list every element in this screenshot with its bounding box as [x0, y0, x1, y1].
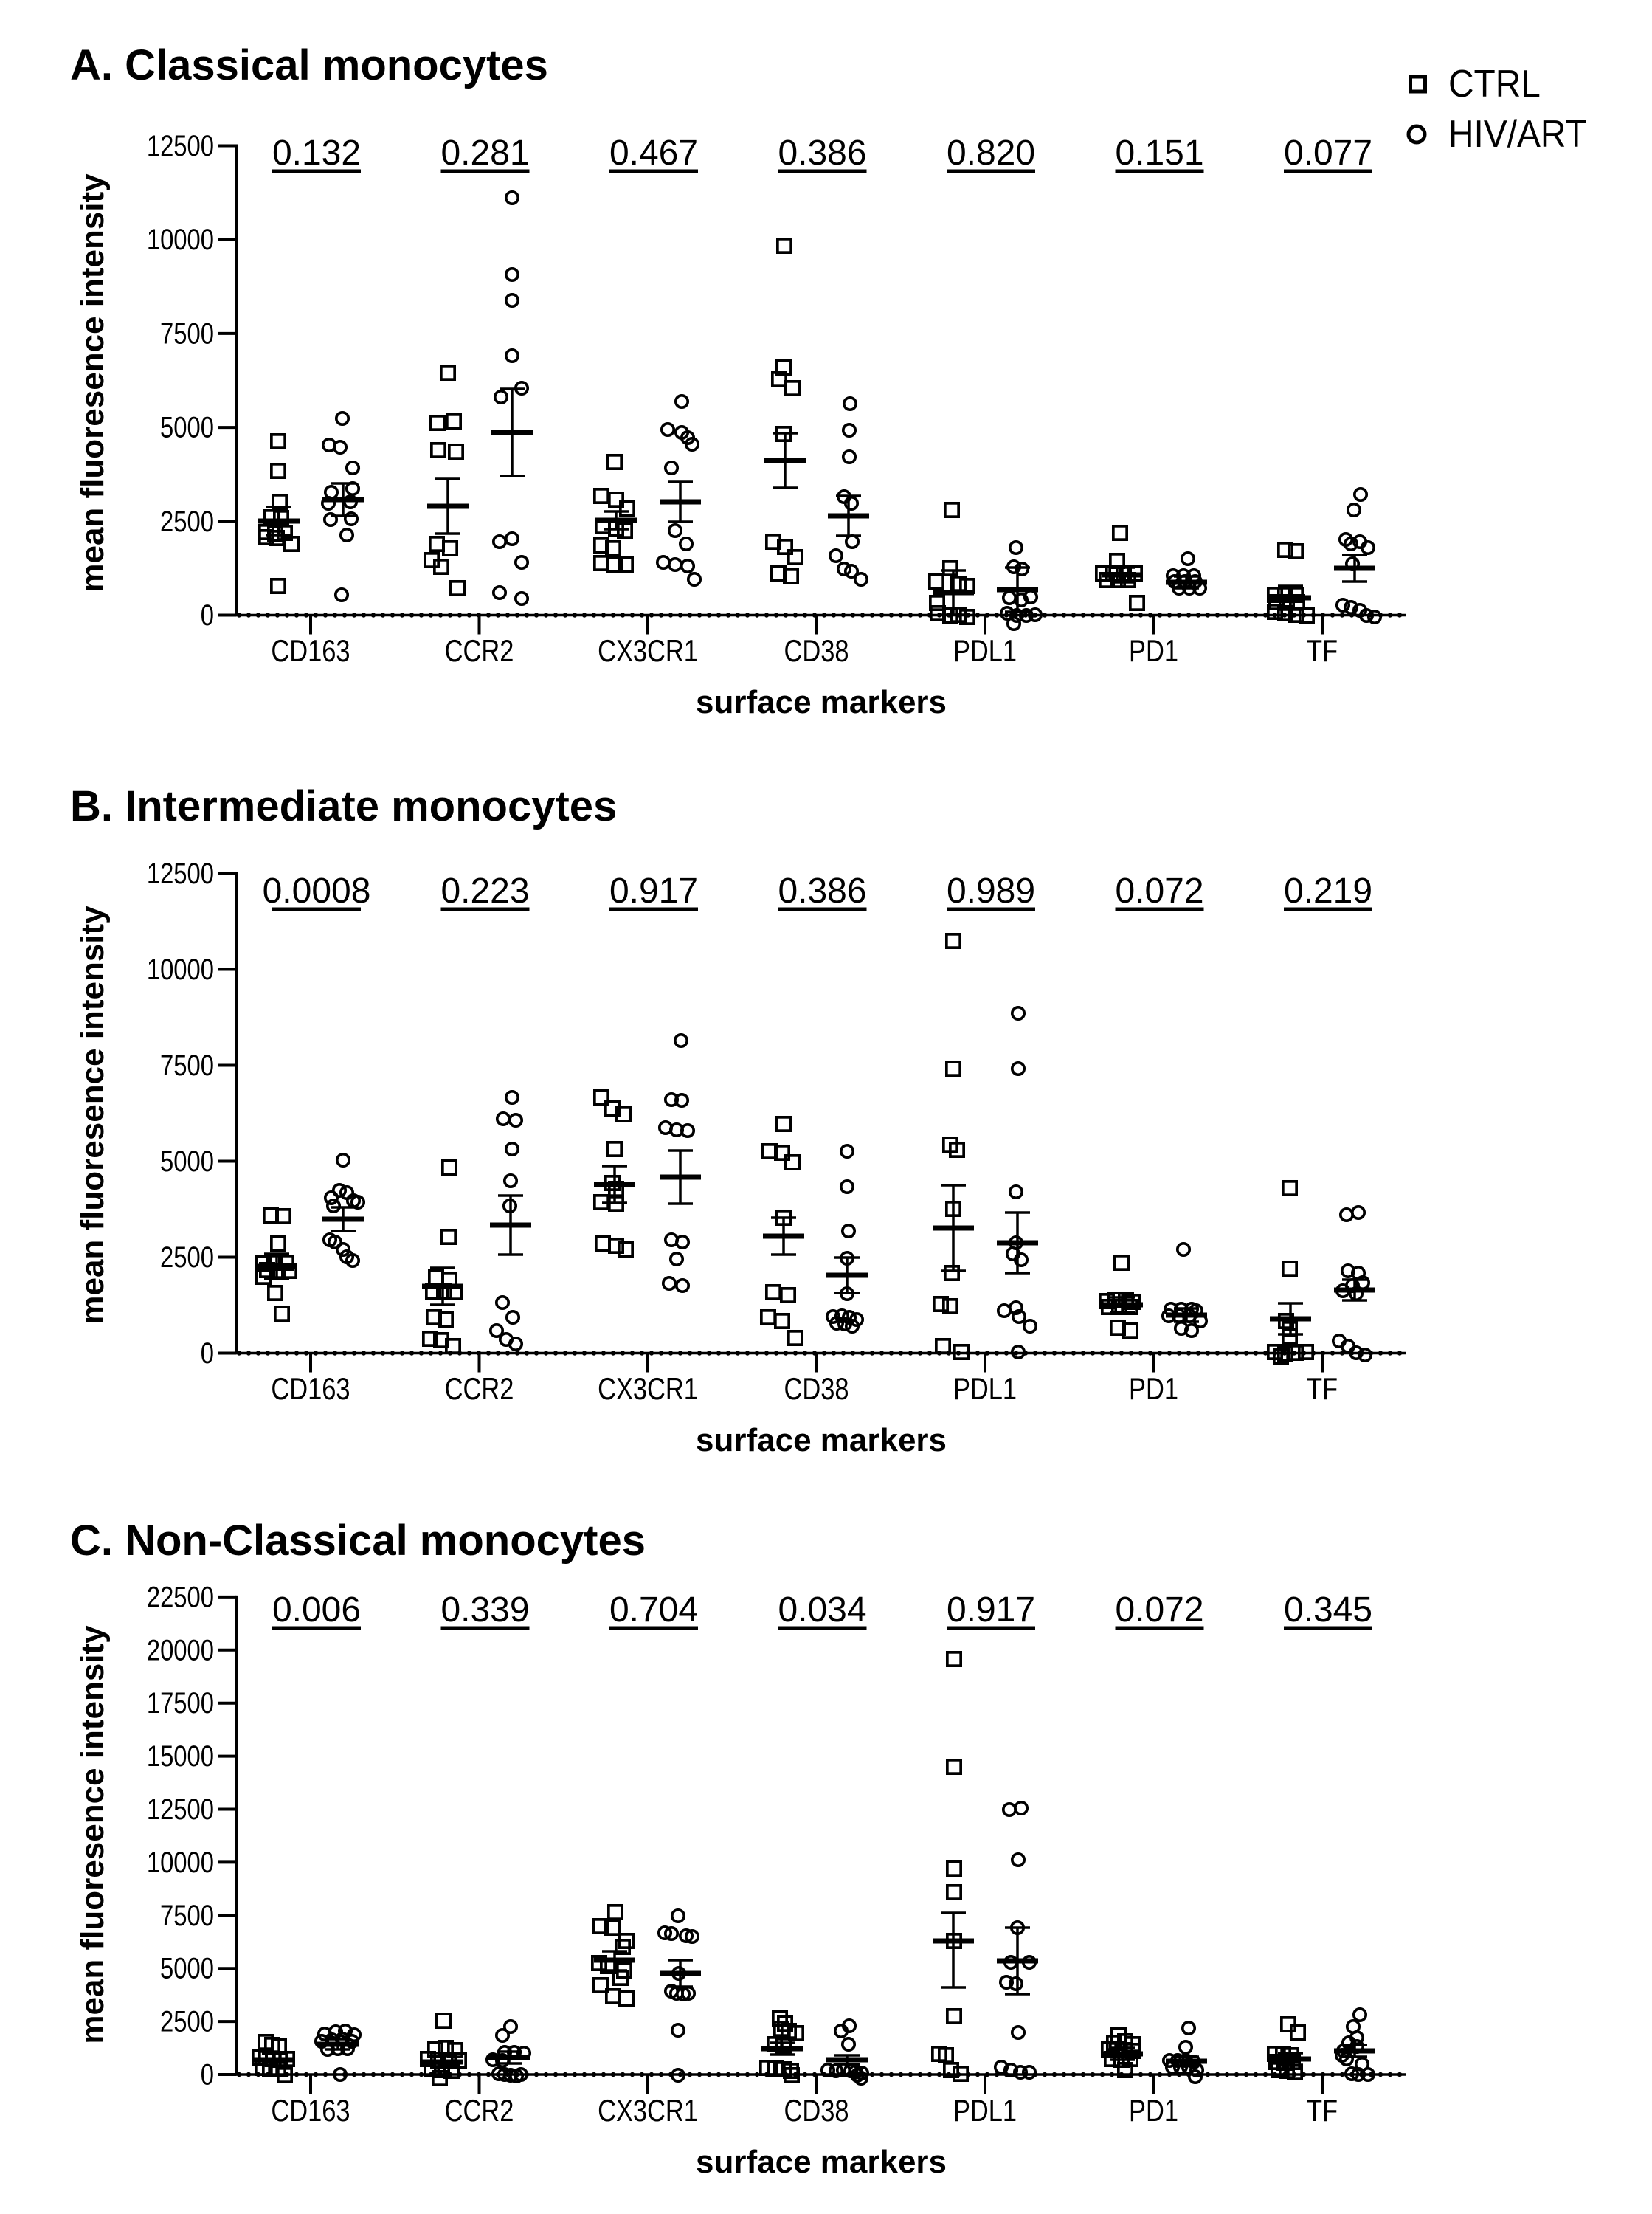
- svg-text:7500: 7500: [160, 1049, 214, 1082]
- svg-text:20000: 20000: [147, 1633, 214, 1666]
- svg-text:mean fluoresence intensity: mean fluoresence intensity: [75, 906, 111, 1325]
- svg-text:CD163: CD163: [271, 634, 350, 669]
- svg-text:0: 0: [201, 2058, 214, 2091]
- svg-text:7500: 7500: [160, 317, 214, 350]
- svg-text:surface markers: surface markers: [696, 2144, 947, 2180]
- svg-text:surface markers: surface markers: [696, 684, 947, 720]
- svg-text:mean fluoresence intensity: mean fluoresence intensity: [75, 1625, 111, 2044]
- svg-text:HIV/ART: HIV/ART: [1448, 112, 1587, 155]
- svg-text:CD163: CD163: [271, 1372, 350, 1407]
- svg-text:0.151: 0.151: [1115, 134, 1203, 173]
- svg-text:A. Classical monocytes: A. Classical monocytes: [70, 41, 548, 89]
- svg-text:TF: TF: [1307, 1372, 1338, 1407]
- svg-text:0.223: 0.223: [440, 872, 529, 911]
- svg-text:PD1: PD1: [1129, 634, 1178, 669]
- svg-text:PDL1: PDL1: [953, 2094, 1017, 2128]
- svg-text:CCR2: CCR2: [445, 1372, 514, 1407]
- svg-text:surface markers: surface markers: [696, 1422, 947, 1458]
- svg-text:5000: 5000: [160, 1145, 214, 1178]
- svg-text:0.467: 0.467: [609, 134, 698, 173]
- svg-text:0.917: 0.917: [947, 1590, 1035, 1630]
- svg-text:TF: TF: [1307, 634, 1338, 669]
- svg-text:0.820: 0.820: [947, 134, 1035, 173]
- svg-text:2500: 2500: [160, 1241, 214, 1274]
- svg-text:0.989: 0.989: [947, 872, 1035, 911]
- svg-text:CX3CR1: CX3CR1: [598, 1372, 698, 1407]
- svg-text:CD163: CD163: [271, 2094, 350, 2128]
- svg-text:0: 0: [201, 599, 214, 632]
- svg-text:0.006: 0.006: [272, 1590, 361, 1630]
- svg-text:17500: 17500: [147, 1686, 214, 1720]
- svg-text:10000: 10000: [147, 953, 214, 986]
- svg-text:CD38: CD38: [784, 1372, 849, 1407]
- svg-text:0.0008: 0.0008: [263, 872, 371, 911]
- svg-text:0.072: 0.072: [1115, 872, 1203, 911]
- svg-text:B. Intermediate monocytes: B. Intermediate monocytes: [70, 782, 617, 830]
- svg-text:15000: 15000: [147, 1739, 214, 1773]
- svg-text:0.704: 0.704: [609, 1590, 698, 1630]
- svg-text:22500: 22500: [147, 1580, 214, 1613]
- svg-text:10000: 10000: [147, 223, 214, 256]
- svg-text:PD1: PD1: [1129, 2094, 1178, 2128]
- svg-text:PDL1: PDL1: [953, 1372, 1017, 1407]
- svg-text:2500: 2500: [160, 2005, 214, 2038]
- svg-text:12500: 12500: [147, 1793, 214, 1826]
- svg-text:CD38: CD38: [784, 634, 849, 669]
- svg-text:CCR2: CCR2: [445, 634, 514, 669]
- svg-text:C. Non-Classical monocytes: C. Non-Classical monocytes: [70, 1517, 646, 1565]
- svg-text:5000: 5000: [160, 1952, 214, 1985]
- svg-text:12500: 12500: [147, 857, 214, 890]
- svg-text:CD38: CD38: [784, 2094, 849, 2128]
- svg-text:0.281: 0.281: [440, 134, 529, 173]
- svg-text:5000: 5000: [160, 411, 214, 444]
- svg-text:0.339: 0.339: [440, 1590, 529, 1630]
- svg-text:0.386: 0.386: [778, 134, 866, 173]
- svg-text:0.077: 0.077: [1284, 134, 1372, 173]
- svg-text:12500: 12500: [147, 129, 214, 162]
- svg-text:0.034: 0.034: [778, 1590, 866, 1630]
- svg-text:0.072: 0.072: [1115, 1590, 1203, 1630]
- svg-text:0: 0: [201, 1337, 214, 1370]
- svg-text:0.219: 0.219: [1284, 872, 1372, 911]
- svg-text:CX3CR1: CX3CR1: [598, 634, 698, 669]
- svg-text:0.132: 0.132: [272, 134, 361, 173]
- svg-text:CX3CR1: CX3CR1: [598, 2094, 698, 2128]
- svg-text:0.917: 0.917: [609, 872, 698, 911]
- svg-text:TF: TF: [1307, 2094, 1338, 2128]
- svg-text:2500: 2500: [160, 505, 214, 538]
- svg-text:0.386: 0.386: [778, 872, 866, 911]
- svg-text:PDL1: PDL1: [953, 634, 1017, 669]
- svg-text:PD1: PD1: [1129, 1372, 1178, 1407]
- svg-text:7500: 7500: [160, 1899, 214, 1932]
- svg-text:mean fluoresence intensity: mean fluoresence intensity: [75, 173, 111, 593]
- svg-text:0.345: 0.345: [1284, 1590, 1372, 1630]
- svg-text:CCR2: CCR2: [445, 2094, 514, 2128]
- svg-text:CTRL: CTRL: [1448, 62, 1541, 105]
- svg-text:10000: 10000: [147, 1846, 214, 1879]
